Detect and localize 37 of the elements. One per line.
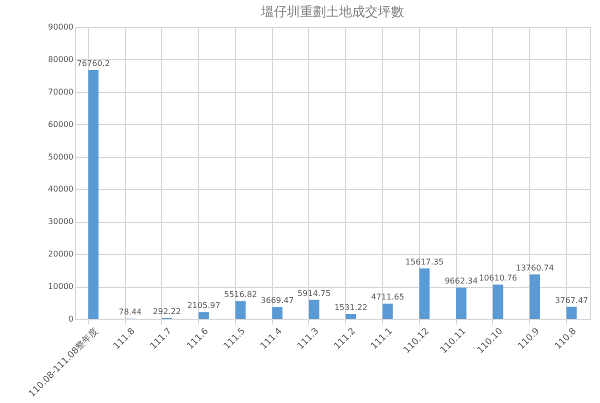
chart-title: 塭仔圳重劃土地成交坪數 (260, 4, 404, 20)
bar (530, 274, 540, 319)
bar (419, 268, 430, 319)
y-tick-label: 10000 (48, 282, 74, 292)
bar (382, 304, 393, 319)
bar (308, 300, 320, 319)
data-label: 10610.76 (478, 274, 518, 283)
bar (198, 312, 209, 319)
data-label: 5516.82 (224, 290, 258, 300)
y-tick-label: 50000 (48, 152, 74, 162)
data-label: 292.22 (152, 307, 181, 316)
data-label: 78.44 (118, 308, 142, 317)
data-label: 3767.47 (555, 296, 588, 305)
data-label: 9662.34 (444, 276, 478, 286)
bar (235, 301, 246, 319)
data-label: 13760.74 (516, 263, 554, 272)
bar (566, 306, 577, 319)
y-tick-label: 40000 (48, 184, 74, 194)
data-label: 5914.75 (298, 288, 331, 298)
bar (456, 288, 466, 319)
bar (272, 307, 282, 319)
y-tick-label: 80000 (48, 54, 74, 64)
bar (88, 70, 99, 319)
y-tick-label: 70000 (48, 87, 74, 96)
bar (492, 284, 504, 319)
data-label: 76760.2 (76, 58, 110, 68)
y-tick-label: 20000 (48, 250, 74, 259)
y-tick-label: 60000 (48, 120, 74, 129)
data-label: 1531.22 (334, 303, 368, 312)
data-label: 4711.65 (371, 292, 404, 302)
data-label: 15617.35 (405, 257, 444, 266)
data-label: 2105.97 (187, 301, 220, 310)
y-tick-label: 30000 (48, 217, 74, 226)
y-tick-label: 0 (68, 314, 74, 324)
bar (346, 314, 356, 319)
y-tick-label: 90000 (48, 22, 74, 32)
data-label: 3669.47 (260, 296, 294, 306)
